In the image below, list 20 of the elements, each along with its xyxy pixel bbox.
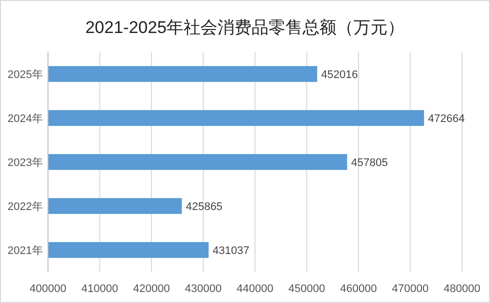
x-tick-label: 440000: [236, 283, 274, 295]
y-tick-label: 2024年: [8, 113, 43, 125]
y-tick-label: 2025年: [8, 69, 43, 81]
y-tick-label: 2021年: [8, 245, 43, 257]
x-tick-label: 420000: [133, 283, 170, 295]
data-label: 431037: [212, 245, 250, 257]
data-label: 457805: [351, 157, 388, 169]
data-label: 425865: [186, 201, 223, 213]
x-tick-label: 400000: [30, 283, 66, 295]
data-label: 472664: [428, 113, 465, 125]
chart-title: 2021-2025年社会消费品零售总额（万元）: [85, 18, 405, 37]
y-tick-label: 2023年: [8, 157, 43, 169]
x-tick-label: 410000: [81, 283, 118, 295]
x-tick-label: 430000: [184, 283, 222, 295]
x-tick-label: 480000: [444, 283, 480, 295]
y-tick-label: 2022年: [8, 201, 43, 213]
data-label: 452016: [321, 69, 358, 81]
x-tick-label: 460000: [340, 283, 377, 295]
x-tick-label: 450000: [288, 283, 326, 295]
x-tick-label: 470000: [392, 283, 429, 295]
